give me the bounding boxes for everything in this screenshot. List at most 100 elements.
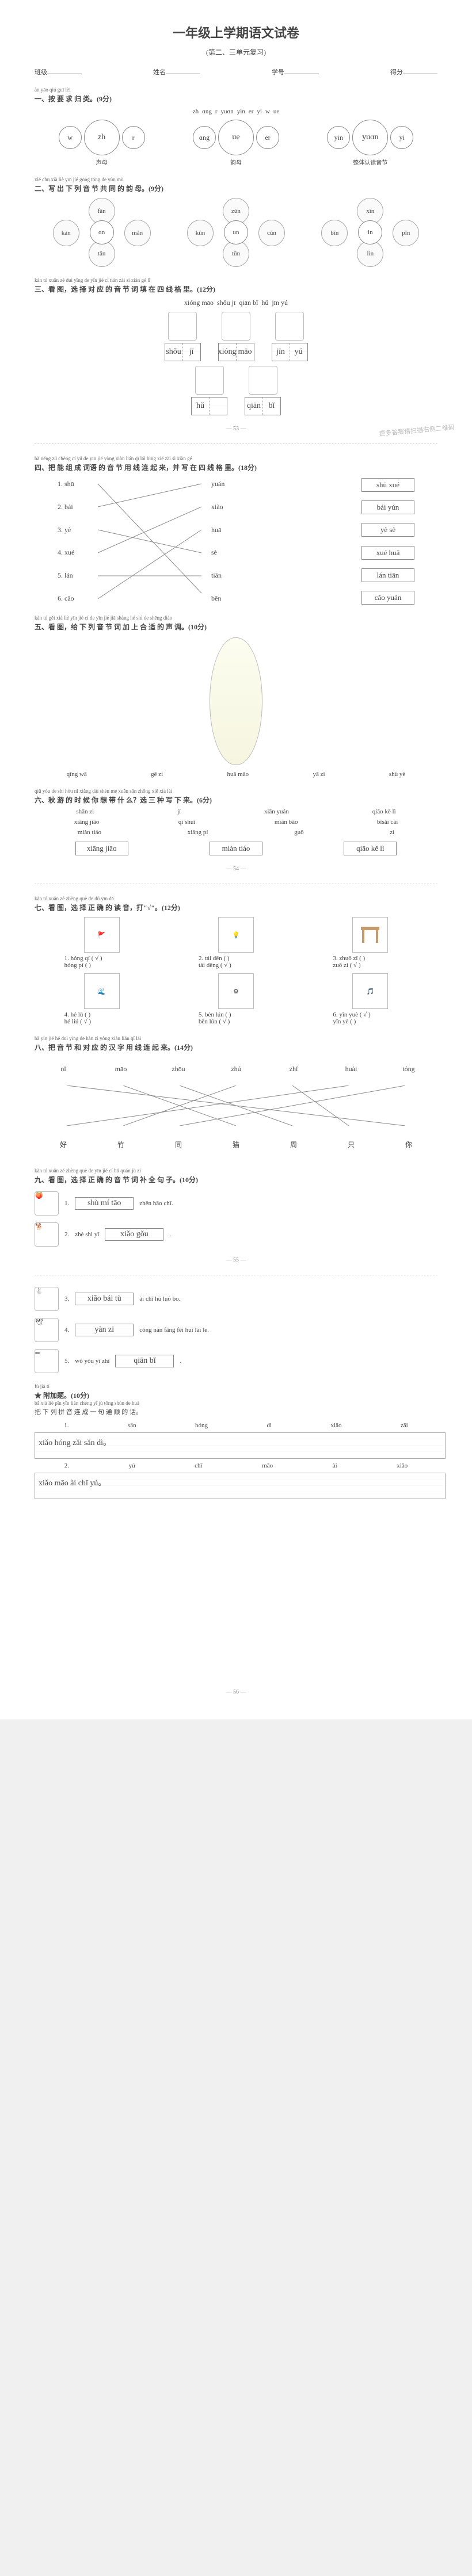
q1-item: yi: [257, 108, 262, 115]
q1-item: ue: [273, 108, 279, 115]
q9-ans: xiǎo gǒu: [105, 1228, 163, 1241]
q6-ans: qiāo kě lì: [344, 842, 397, 855]
question-6: qiū yóu de shí hòu nǐ xiǎng dài shén me …: [35, 788, 437, 855]
bank-word: qiān bǐ: [239, 299, 258, 307]
flower-2: zūn kūn cūn tūn un: [181, 198, 291, 267]
heart-bot: 你: [394, 1131, 423, 1157]
match-left: 2. bái: [58, 501, 74, 513]
lamp-icon: 💡: [218, 917, 254, 953]
id-label: 学号: [272, 67, 284, 77]
heart-top: zhōu: [164, 1056, 193, 1082]
q9-ans: qiān bǐ: [115, 1355, 174, 1367]
q1-big: zh: [98, 133, 105, 142]
q10-title: ★ 附加题。(10分): [35, 1390, 437, 1400]
match-mid: huā: [211, 524, 224, 536]
q1-item: zh: [193, 108, 199, 115]
match-left: 6. cǎo: [58, 593, 74, 605]
q1-small: yi: [390, 126, 413, 149]
q1-small: er: [256, 126, 279, 149]
q1-item: yin: [237, 108, 245, 115]
q1-small: r: [122, 126, 145, 149]
q10-sub: 把 下 列 拼 音 连 成 一 句 通 顺 的 话。: [35, 1407, 437, 1416]
q6-ans: miàn tiáo: [210, 842, 262, 855]
q1-pinyin: àn yāo qiú guī lèi: [35, 87, 437, 93]
swallow-icon: 🕊: [35, 1318, 59, 1342]
tiger-icon: [195, 366, 224, 395]
match-ans: shū xué: [361, 478, 414, 492]
question-2: xiě chū xià liè yīn jié gōng tóng de yùn…: [35, 177, 437, 267]
q8-title: 八、把 音 节 和 对 应 的 汉 字 用 线 连 起 来。(14分): [35, 1042, 437, 1052]
match-left: 4. xué: [58, 546, 74, 559]
question-4: bǎ néng zǔ chéng cí yǔ de yīn jié yòng x…: [35, 456, 437, 605]
q1-big: yuɑn: [362, 133, 378, 142]
flower-1: fān kàn mǎn tān ɑn: [47, 198, 157, 267]
match-ans: cǎo yuán: [361, 591, 414, 605]
page-subtitle: (第二、三单元复习): [35, 47, 437, 57]
q6-pinyin: qiū yóu de shí hòu nǐ xiǎng dài shén me …: [35, 788, 437, 794]
heart-bot: 周: [279, 1131, 308, 1157]
match-mid: tiān: [211, 570, 224, 582]
panda-icon: [222, 312, 250, 341]
match-left: 1. shū: [58, 478, 74, 490]
q1-small: yin: [327, 126, 350, 149]
bank-word: xióng māo: [184, 299, 214, 307]
flower-center: ɑn: [90, 220, 114, 244]
score-label: 得分: [390, 67, 403, 77]
question-9: kàn tú xuǎn zé zhèng què de yīn jié cí b…: [35, 1168, 437, 1247]
q5-word: gē zi: [151, 771, 163, 778]
heart-top: zhǐ: [279, 1056, 308, 1082]
q10-ans-1: xiǎo hóng zǎi sǎn dì。: [35, 1432, 446, 1459]
q1-item: ɑng: [202, 108, 212, 115]
pencil-icon: [249, 366, 277, 395]
q5-word: yā zi: [313, 771, 325, 778]
goldfish-icon: [275, 312, 304, 341]
question-8: bǎ yīn jié hé duì yīng de hàn zì yòng xi…: [35, 1035, 437, 1157]
heart-bot: 好: [49, 1131, 78, 1157]
q7-title: 七、看 图，选 择 正 确 的 读 音，打"√"。(12分): [35, 903, 437, 912]
match-ans: bái yún: [361, 500, 414, 514]
question-7: kàn tú xuǎn zé zhèng què de dú yīn dǎ 七、…: [35, 896, 437, 1025]
q7-pinyin: kàn tú xuǎn zé zhèng què de dú yīn dǎ: [35, 896, 437, 901]
table-icon: [352, 917, 388, 953]
q5-word: shù yè: [389, 771, 405, 778]
question-10: fù jiā tí ★ 附加题。(10分) bǎ xià liè pīn yīn…: [35, 1383, 437, 1499]
q1-title: 一、按 要 求 归 类。(9分): [35, 94, 437, 104]
q3-pinyin: kàn tú xuǎn zé duì yīng de yīn jié cí ti…: [35, 277, 437, 283]
q1-small: w: [59, 126, 82, 149]
question-1: àn yāo qiú guī lèi 一、按 要 求 归 类。(9分) zh ɑ…: [35, 87, 437, 166]
bank-word: hǔ: [261, 299, 268, 307]
header-fields: 班级 姓名 学号 得分: [35, 66, 437, 77]
q9-ans: xiǎo bái tù: [75, 1293, 134, 1305]
q5-pinyin: kàn tú gěi xià liè yīn jié cí de yīn jié…: [35, 615, 437, 621]
exam-page: 一年级上学期语文试卷 (第二、三单元复习) 班级 姓名 学号 得分 àn yāo…: [0, 0, 472, 1719]
corn-image-icon: [210, 637, 262, 765]
name-label: 姓名: [153, 67, 166, 77]
q5-title: 五、看 图，给 下 列 音 节 词 加 上 合 适 的 声 调。(10分): [35, 622, 437, 632]
match-mid: yuán: [211, 478, 224, 490]
q1-item: er: [249, 108, 254, 115]
q1-label: 韵母: [193, 158, 279, 166]
flower-center: in: [358, 220, 382, 244]
peach-icon: 🍑: [35, 1191, 59, 1216]
heart-top: tóng: [394, 1056, 423, 1082]
q9-ans: shù mí tāo: [75, 1197, 134, 1210]
match-left: 3. yè: [58, 524, 74, 536]
q2-pinyin: xiě chū xià liè yīn jié gōng tóng de yùn…: [35, 177, 437, 182]
q4-pinyin: bǎ néng zǔ chéng cí yǔ de yīn jié yòng x…: [35, 456, 437, 461]
q6-title: 六、秋 游 的 时 候 你 想 带 什 么？选 三 种 写 下 来。(6分): [35, 795, 437, 805]
river-icon: 🌊: [84, 973, 120, 1009]
q6-ans: xiāng jiāo: [75, 842, 128, 855]
page-title: 一年级上学期语文试卷: [35, 23, 437, 41]
match-mid: běn: [211, 593, 224, 605]
q2-title: 二、写 出 下 列 音 节 共 同 的 韵 母。(9分): [35, 184, 437, 193]
heart-top: māo: [106, 1056, 135, 1082]
class-label: 班级: [35, 67, 47, 77]
q9-pinyin: kàn tú xuǎn zé zhèng què de yīn jié cí b…: [35, 1168, 437, 1174]
q8-pinyin: bǎ yīn jié hé duì yīng de hàn zì yòng xi…: [35, 1035, 437, 1041]
match-left: 5. lán: [58, 570, 74, 582]
q5-word: huā māo: [227, 771, 249, 778]
page-number: — 55 —: [35, 1257, 437, 1263]
heart-top: huài: [337, 1056, 366, 1082]
flag-icon: 🚩: [84, 917, 120, 953]
q10-pinyin: fù jiā tí: [35, 1383, 437, 1389]
